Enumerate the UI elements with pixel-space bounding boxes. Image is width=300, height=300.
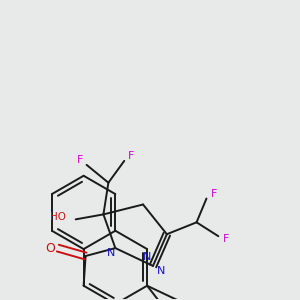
Text: N: N bbox=[157, 266, 165, 276]
Text: N: N bbox=[143, 252, 151, 262]
Text: F: F bbox=[128, 151, 134, 161]
Text: F: F bbox=[76, 155, 83, 165]
Text: F: F bbox=[223, 234, 230, 244]
Text: O: O bbox=[45, 242, 55, 255]
Text: HO: HO bbox=[50, 212, 66, 222]
Text: N: N bbox=[107, 248, 116, 258]
Text: F: F bbox=[211, 189, 218, 199]
